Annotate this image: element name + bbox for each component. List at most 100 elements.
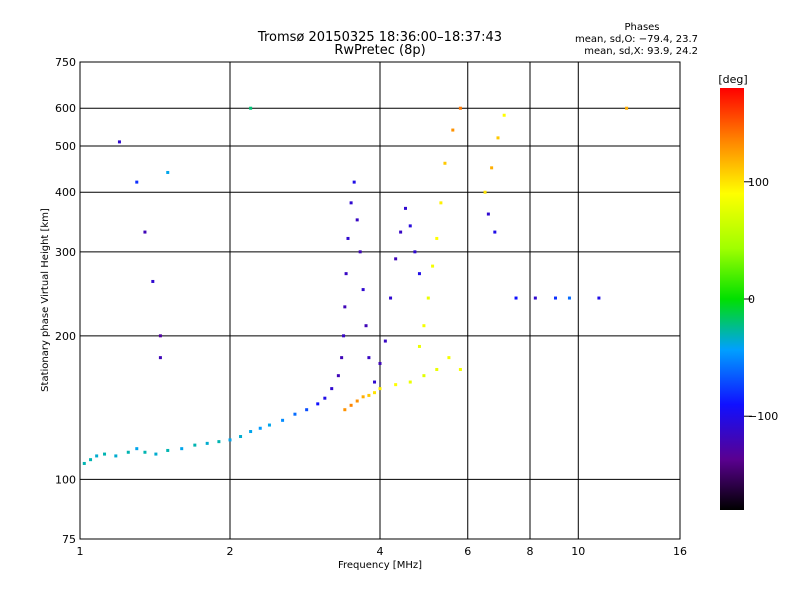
- y-tick-label: 75: [62, 533, 76, 546]
- data-point: [486, 212, 490, 216]
- chart-subtitle: RwPretec (8p): [334, 43, 425, 58]
- colorbar-ticks: −100 0 100: [744, 176, 778, 423]
- x-tick-label: 10: [571, 545, 585, 558]
- data-point: [267, 423, 271, 427]
- y-tick-label: 500: [55, 140, 76, 153]
- data-point: [443, 161, 447, 165]
- y-tick-label: 600: [55, 102, 76, 115]
- data-point: [352, 180, 356, 184]
- x-tick-label: 1: [77, 545, 84, 558]
- x-axis-ticks: 1 2 4 6 8 10 16: [77, 545, 688, 558]
- data-point: [89, 458, 93, 462]
- colorbar-unit: [deg]: [718, 73, 747, 86]
- data-point: [228, 438, 232, 442]
- data-point: [417, 272, 421, 276]
- data-point: [373, 391, 377, 395]
- data-point: [316, 402, 320, 406]
- data-point: [361, 395, 365, 399]
- data-point: [373, 380, 377, 384]
- data-point: [349, 403, 353, 407]
- data-point: [343, 408, 347, 412]
- data-point: [458, 367, 462, 371]
- data-point: [364, 324, 368, 328]
- data-points: [82, 106, 629, 465]
- data-point: [342, 334, 346, 338]
- data-point: [323, 396, 327, 400]
- data-point: [151, 279, 155, 283]
- data-point: [431, 264, 435, 268]
- data-point: [154, 452, 158, 456]
- data-point: [135, 447, 139, 451]
- data-point: [103, 452, 107, 456]
- data-point: [399, 230, 403, 234]
- y-axis-label: Stationary phase Virtual Height [km]: [40, 208, 51, 392]
- plot-frame: [79, 61, 681, 540]
- data-point: [355, 218, 359, 222]
- data-point: [435, 236, 439, 240]
- grid-lines: [80, 62, 680, 539]
- x-tick-label: 2: [227, 545, 234, 558]
- data-point: [367, 393, 371, 397]
- data-point: [408, 224, 412, 228]
- x-tick-label: 8: [527, 545, 534, 558]
- data-point: [117, 140, 121, 144]
- y-tick-label: 750: [55, 56, 76, 69]
- y-axis-ticks: 75 100 200 300 400 500 600 750: [55, 56, 76, 546]
- data-point: [166, 170, 170, 174]
- y-tick-label: 100: [55, 473, 76, 486]
- data-point: [346, 236, 350, 240]
- data-point: [180, 447, 184, 451]
- data-point: [305, 408, 309, 412]
- data-point: [367, 356, 371, 360]
- data-point: [458, 106, 462, 110]
- data-point: [533, 296, 537, 300]
- data-point: [567, 296, 571, 300]
- colorbar-tick-label: 100: [748, 176, 769, 189]
- data-point: [389, 296, 393, 300]
- data-point: [349, 201, 353, 205]
- data-point: [483, 190, 487, 194]
- chart-title: Tromsø 20150325 18:36:00–18:37:43: [257, 30, 502, 45]
- data-point: [361, 288, 365, 292]
- data-point: [403, 206, 407, 210]
- data-point: [378, 387, 382, 391]
- data-point: [502, 113, 506, 117]
- data-point: [340, 356, 344, 360]
- data-point: [166, 448, 170, 452]
- data-point: [205, 441, 209, 445]
- data-point: [344, 272, 348, 276]
- data-point: [625, 106, 629, 110]
- data-point: [330, 387, 334, 391]
- x-tick-label: 16: [673, 545, 687, 558]
- data-point: [490, 166, 494, 170]
- phases-o-stats: mean, sd,O: −79.4, 23.7: [575, 34, 698, 45]
- data-point: [193, 443, 197, 447]
- data-point: [239, 435, 243, 439]
- data-point: [135, 180, 139, 184]
- phases-x-stats: mean, sd,X: 93.9, 24.2: [584, 46, 698, 57]
- data-point: [435, 367, 439, 371]
- data-point: [422, 374, 426, 378]
- data-point: [447, 356, 451, 360]
- colorbar-tick-label: −100: [748, 410, 778, 423]
- data-point: [514, 296, 518, 300]
- data-point: [493, 230, 497, 234]
- y-tick-label: 300: [55, 246, 76, 259]
- data-point: [143, 230, 147, 234]
- data-point: [95, 454, 99, 458]
- data-point: [383, 339, 387, 343]
- y-tick-label: 400: [55, 186, 76, 199]
- data-point: [496, 136, 500, 140]
- phases-heading: Phases: [624, 22, 659, 33]
- data-point: [378, 361, 382, 365]
- data-point: [258, 426, 262, 430]
- data-point: [597, 296, 601, 300]
- data-point: [439, 201, 443, 205]
- data-point: [158, 334, 162, 338]
- data-point: [426, 296, 430, 300]
- data-point: [126, 450, 130, 454]
- data-point: [422, 324, 426, 328]
- data-point: [553, 296, 557, 300]
- data-point: [143, 450, 147, 454]
- x-tick-label: 6: [464, 545, 471, 558]
